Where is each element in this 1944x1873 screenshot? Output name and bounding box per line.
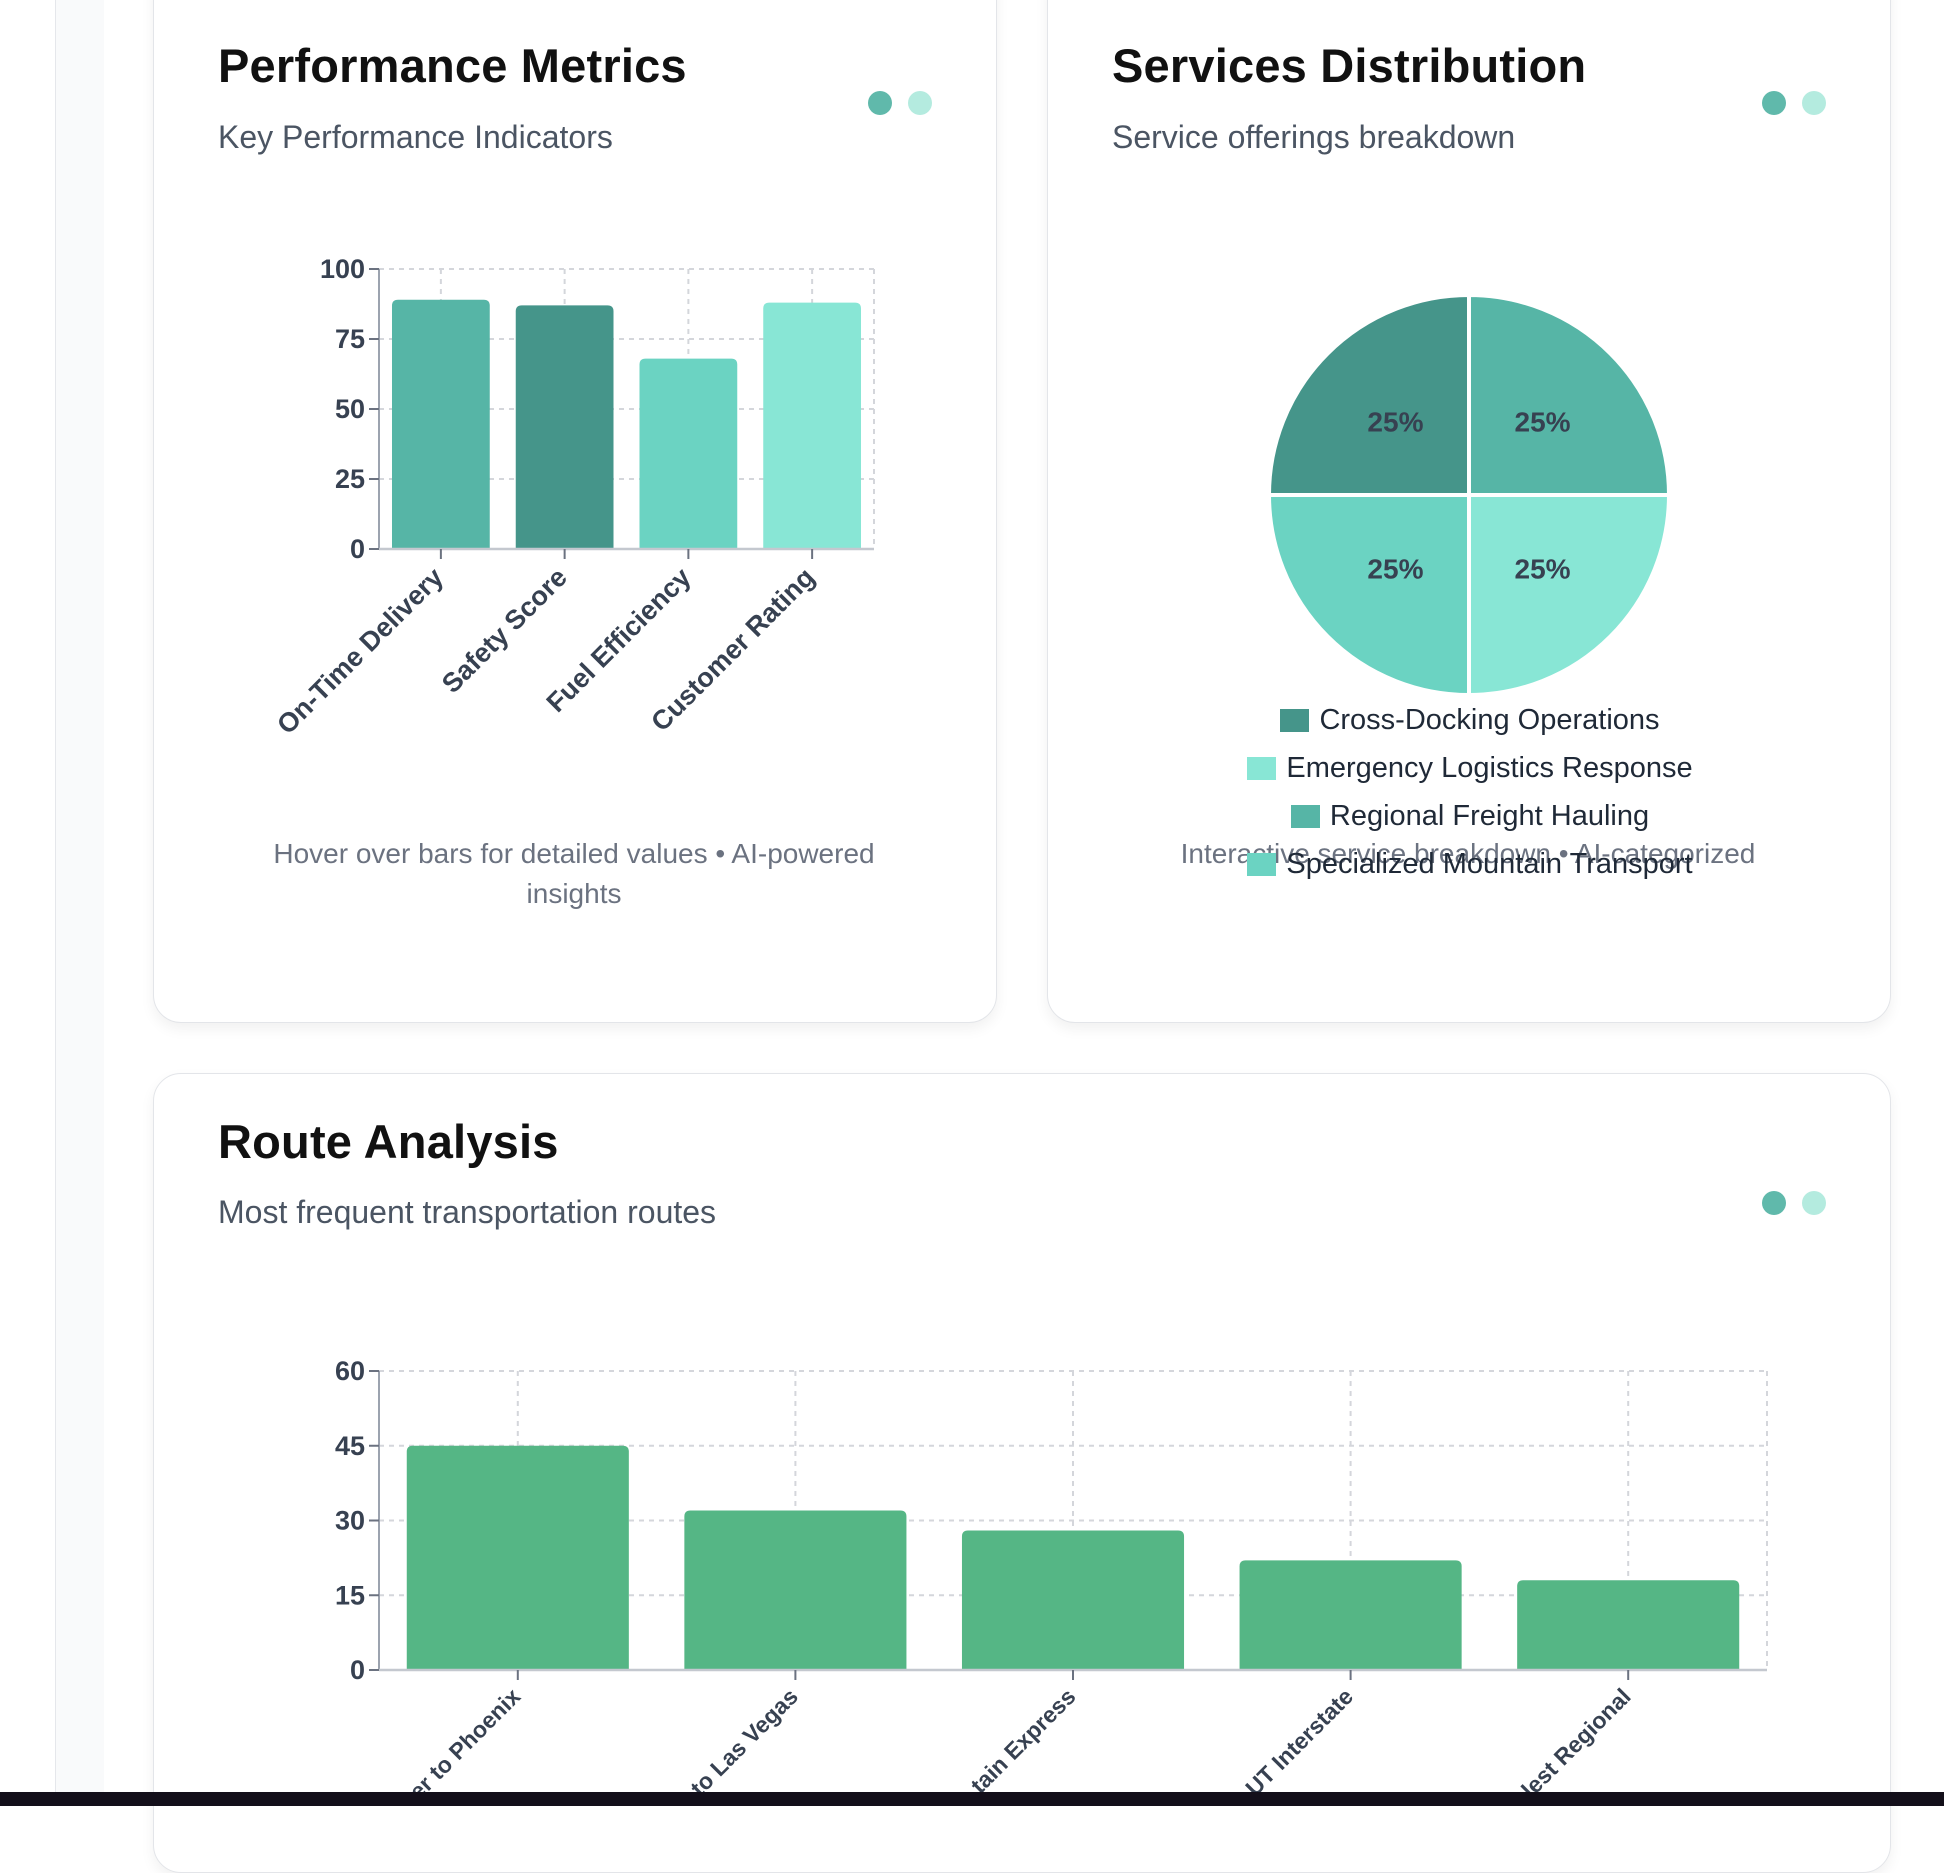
services-pie-chart: 25% 25% 25% 25% [1266,292,1672,698]
routes-bar-chart: 0 15 30 45 60 er to Phoenix to Las Vegas tain E… [335,1356,1768,1805]
left-rail [55,0,104,1806]
dot-primary[interactable] [1762,1191,1786,1215]
bar [391,299,490,549]
bar [763,302,862,549]
y-tick-label: 100 [320,254,365,284]
card-subtitle: Key Performance Indicators [218,119,613,155]
legend-swatch [1247,756,1277,780]
x-tick-label: tain Express [965,1683,1080,1798]
chart-toggle-dots[interactable] [1762,1191,1826,1215]
x-tick-label: On-Time Delivery [271,562,449,740]
pie-slice [1467,493,1672,698]
y-tick-label: 45 [335,1431,365,1461]
legend-label: Cross-Docking Operations [1319,703,1660,736]
dot-primary[interactable] [1762,91,1786,115]
card-title: Performance Metrics [218,39,687,92]
bar [684,1510,907,1670]
legend-label: Emergency Logistics Response [1286,751,1693,784]
bottom-bar [0,1792,1944,1806]
x-tick-label: to Las Vegas [685,1683,803,1801]
pie-slice [1467,292,1672,497]
card-subtitle: Most frequent transportation routes [218,1194,717,1230]
y-tick-label: 0 [350,534,365,564]
pie-slice-label: 25% [1367,554,1423,585]
chart-footnote: Hover over bars for detailed values • AI… [273,838,875,909]
y-tick-label: 0 [350,1655,365,1685]
bar [406,1445,629,1670]
pie-slice-label: 25% [1515,554,1571,585]
x-tick-label: lest Regional [1516,1683,1636,1803]
legend-label: Specialized Mountain Transport [1286,847,1693,880]
bar [639,358,738,549]
bar [515,305,614,549]
pie-slice-label: 25% [1515,406,1571,437]
performance-card: Performance Metrics Key Performance Indi… [153,0,997,1023]
x-tick-label: Safety Score [436,562,573,699]
chart-toggle-dots[interactable] [868,91,932,115]
card-title: Services Distribution [1112,39,1587,92]
services-card: Services Distribution Service offerings … [1047,0,1891,1023]
dot-primary[interactable] [868,91,892,115]
dot-secondary[interactable] [908,91,932,115]
pie-legend: Cross-Docking Operations Emergency Logis… [1048,696,1890,888]
y-tick-label: 60 [335,1356,365,1386]
pie-slice [1266,292,1471,497]
legend-swatch [1247,852,1277,876]
chart-toggle-dots[interactable] [1762,91,1826,115]
routes-card: Route Analysis Most frequent transportat… [153,1073,1891,1873]
y-tick-label: 15 [335,1580,365,1610]
card-title: Route Analysis [218,1115,559,1168]
pie-slice [1266,493,1471,698]
x-tick-label: er to Phoenix [404,1683,526,1805]
y-tick-label: 25 [335,464,365,494]
dot-secondary[interactable] [1802,91,1826,115]
legend-item[interactable]: Specialized Mountain Transport [1247,840,1693,888]
legend-item[interactable]: Cross-Docking Operations [1280,696,1660,744]
bar [1517,1580,1740,1670]
legend-item[interactable]: Regional Freight Hauling [1290,792,1650,840]
card-subtitle: Service offerings breakdown [1112,119,1516,155]
y-tick-label: 50 [335,394,365,424]
legend-swatch [1290,804,1320,828]
legend-label: Regional Freight Hauling [1329,799,1650,832]
chart-footnote: Interactive service breakdown • AI-categ… [1180,838,1756,869]
bar [1239,1560,1462,1670]
y-tick-label: 30 [335,1506,365,1536]
bar [961,1530,1185,1670]
y-tick-label: 75 [335,324,365,354]
pie-slice-label: 25% [1367,406,1423,437]
legend-item[interactable]: Emergency Logistics Response [1247,744,1693,792]
legend-swatch [1280,708,1310,732]
dot-secondary[interactable] [1802,1191,1826,1215]
x-tick-label: UT Interstate [1240,1683,1358,1801]
